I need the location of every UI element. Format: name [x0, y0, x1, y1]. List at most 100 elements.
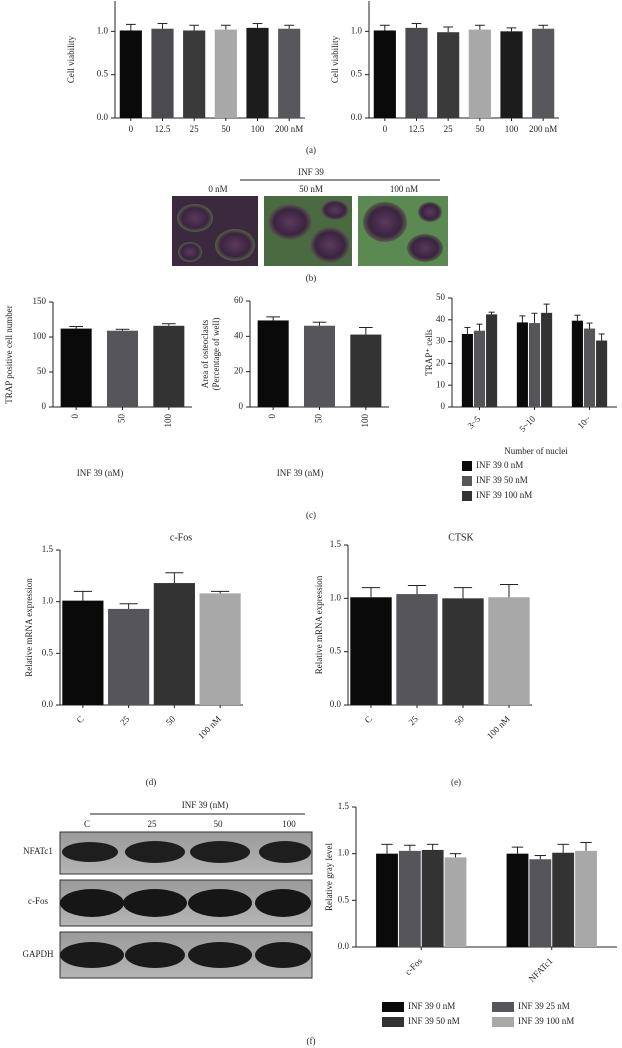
cell: [268, 204, 312, 240]
bar: [183, 30, 206, 118]
y-axis-label: Cell viability: [330, 35, 340, 83]
legend-label: INF 39 25 nM: [518, 1001, 570, 1011]
panel-label: (d): [146, 777, 157, 787]
y-tick-label: 0.0: [330, 699, 342, 709]
y-tick-label: 1.5: [338, 801, 350, 811]
y-tick-label: 0: [441, 401, 446, 411]
legend-swatch: [462, 491, 472, 501]
x-tick-label: 10~: [575, 414, 592, 431]
band: [259, 841, 311, 863]
lane-label: C: [84, 819, 90, 829]
lane-label: 25: [148, 819, 158, 829]
lane-label: 50: [214, 819, 224, 829]
x-tick-label: 100 nM: [196, 714, 223, 741]
x-tick-label: 25: [406, 713, 420, 727]
x-tick-label: 12.5: [155, 124, 171, 134]
x-tick-label: 0: [267, 414, 277, 419]
bar: [516, 322, 528, 407]
x-tick-label: 50: [164, 713, 178, 727]
y-tick-label: 40: [234, 330, 244, 340]
image-column-label: 100 nM: [390, 184, 418, 194]
cell: [310, 227, 350, 263]
legend-label: INF 39 50 nM: [408, 1016, 460, 1026]
band: [125, 942, 185, 968]
bar: [278, 28, 301, 118]
y-tick-label: 20: [234, 366, 244, 376]
bar: [552, 852, 575, 947]
x-axis-label: Number of nuclei: [504, 446, 568, 456]
y-axis-label: Relative gray level: [324, 843, 334, 911]
image-column-label: 0 nM: [208, 184, 227, 194]
bar: [106, 330, 139, 407]
band: [60, 942, 124, 968]
band: [255, 889, 311, 917]
chart-title: CTSK: [448, 532, 474, 543]
blot-header: INF 39 (nM): [182, 800, 229, 810]
legend-swatch: [492, 1002, 514, 1012]
x-tick-label: 50: [475, 124, 485, 134]
lane-label: 100: [282, 819, 296, 829]
x-tick-label: c-Fos: [403, 955, 425, 977]
band: [188, 942, 252, 968]
cell: [215, 229, 255, 261]
y-tick-label: 0: [239, 401, 244, 411]
bar: [199, 593, 241, 705]
y-tick-label: 0.5: [330, 646, 342, 656]
y-tick-label: 0.0: [97, 112, 109, 122]
x-tick-label: 25: [444, 124, 454, 134]
y-tick-label: 1.0: [330, 592, 342, 602]
y-tick-label: 1.0: [351, 25, 363, 35]
x-tick-label: 0: [383, 124, 388, 134]
y-axis-label: Cell viability: [66, 35, 76, 83]
cell: [177, 204, 213, 232]
y-tick-label: 1.5: [42, 544, 54, 554]
x-tick-label: 50: [314, 414, 324, 424]
cell: [178, 242, 202, 262]
bar: [461, 333, 473, 407]
panel-label: (a): [306, 145, 316, 155]
y-tick-label: 1.5: [330, 539, 342, 549]
y-axis-label: (Percentage of well): [211, 318, 221, 391]
bar: [62, 600, 104, 705]
y-tick-label: 0.0: [351, 112, 363, 122]
x-tick-label: 12.5: [409, 124, 425, 134]
bar: [350, 334, 382, 407]
y-tick-label: 0.0: [338, 941, 350, 951]
bar: [488, 597, 530, 705]
bar: [541, 312, 553, 407]
y-tick-label: 0.5: [42, 647, 54, 657]
y-axis-label: Area of osteoclasts: [200, 319, 210, 388]
band: [123, 889, 187, 917]
bar: [376, 853, 398, 947]
bar: [108, 608, 150, 705]
band: [60, 889, 124, 917]
image-column-label: 50 nM: [299, 184, 323, 194]
x-tick-label: C: [74, 714, 85, 725]
x-tick-label: 25: [118, 713, 132, 727]
row-label: NFATc1: [23, 846, 53, 856]
legend-swatch: [462, 476, 472, 486]
bar: [398, 850, 421, 947]
x-tick-label: 25: [190, 124, 200, 134]
bar: [506, 853, 529, 947]
bar: [486, 314, 498, 407]
x-tick-label: 50: [117, 414, 127, 424]
y-axis-label: TRAP⁺ cells: [424, 329, 434, 376]
legend-label: INF 39 0 nM: [476, 460, 523, 470]
bar: [532, 28, 555, 118]
legend-swatch: [382, 1002, 404, 1012]
y-tick-label: 0.5: [338, 894, 350, 904]
bar: [529, 859, 552, 947]
cell: [363, 202, 407, 242]
x-tick-label: 100: [163, 414, 173, 428]
panel-label: (c): [306, 510, 316, 520]
bar: [468, 29, 491, 119]
bar: [571, 320, 583, 407]
y-tick-label: 1.0: [42, 596, 54, 606]
x-tick-label: 50: [221, 124, 231, 134]
panel-label: (b): [306, 273, 317, 283]
bar: [421, 849, 444, 947]
x-tick-label: NFATc1: [527, 956, 555, 984]
legend-swatch: [462, 461, 472, 471]
